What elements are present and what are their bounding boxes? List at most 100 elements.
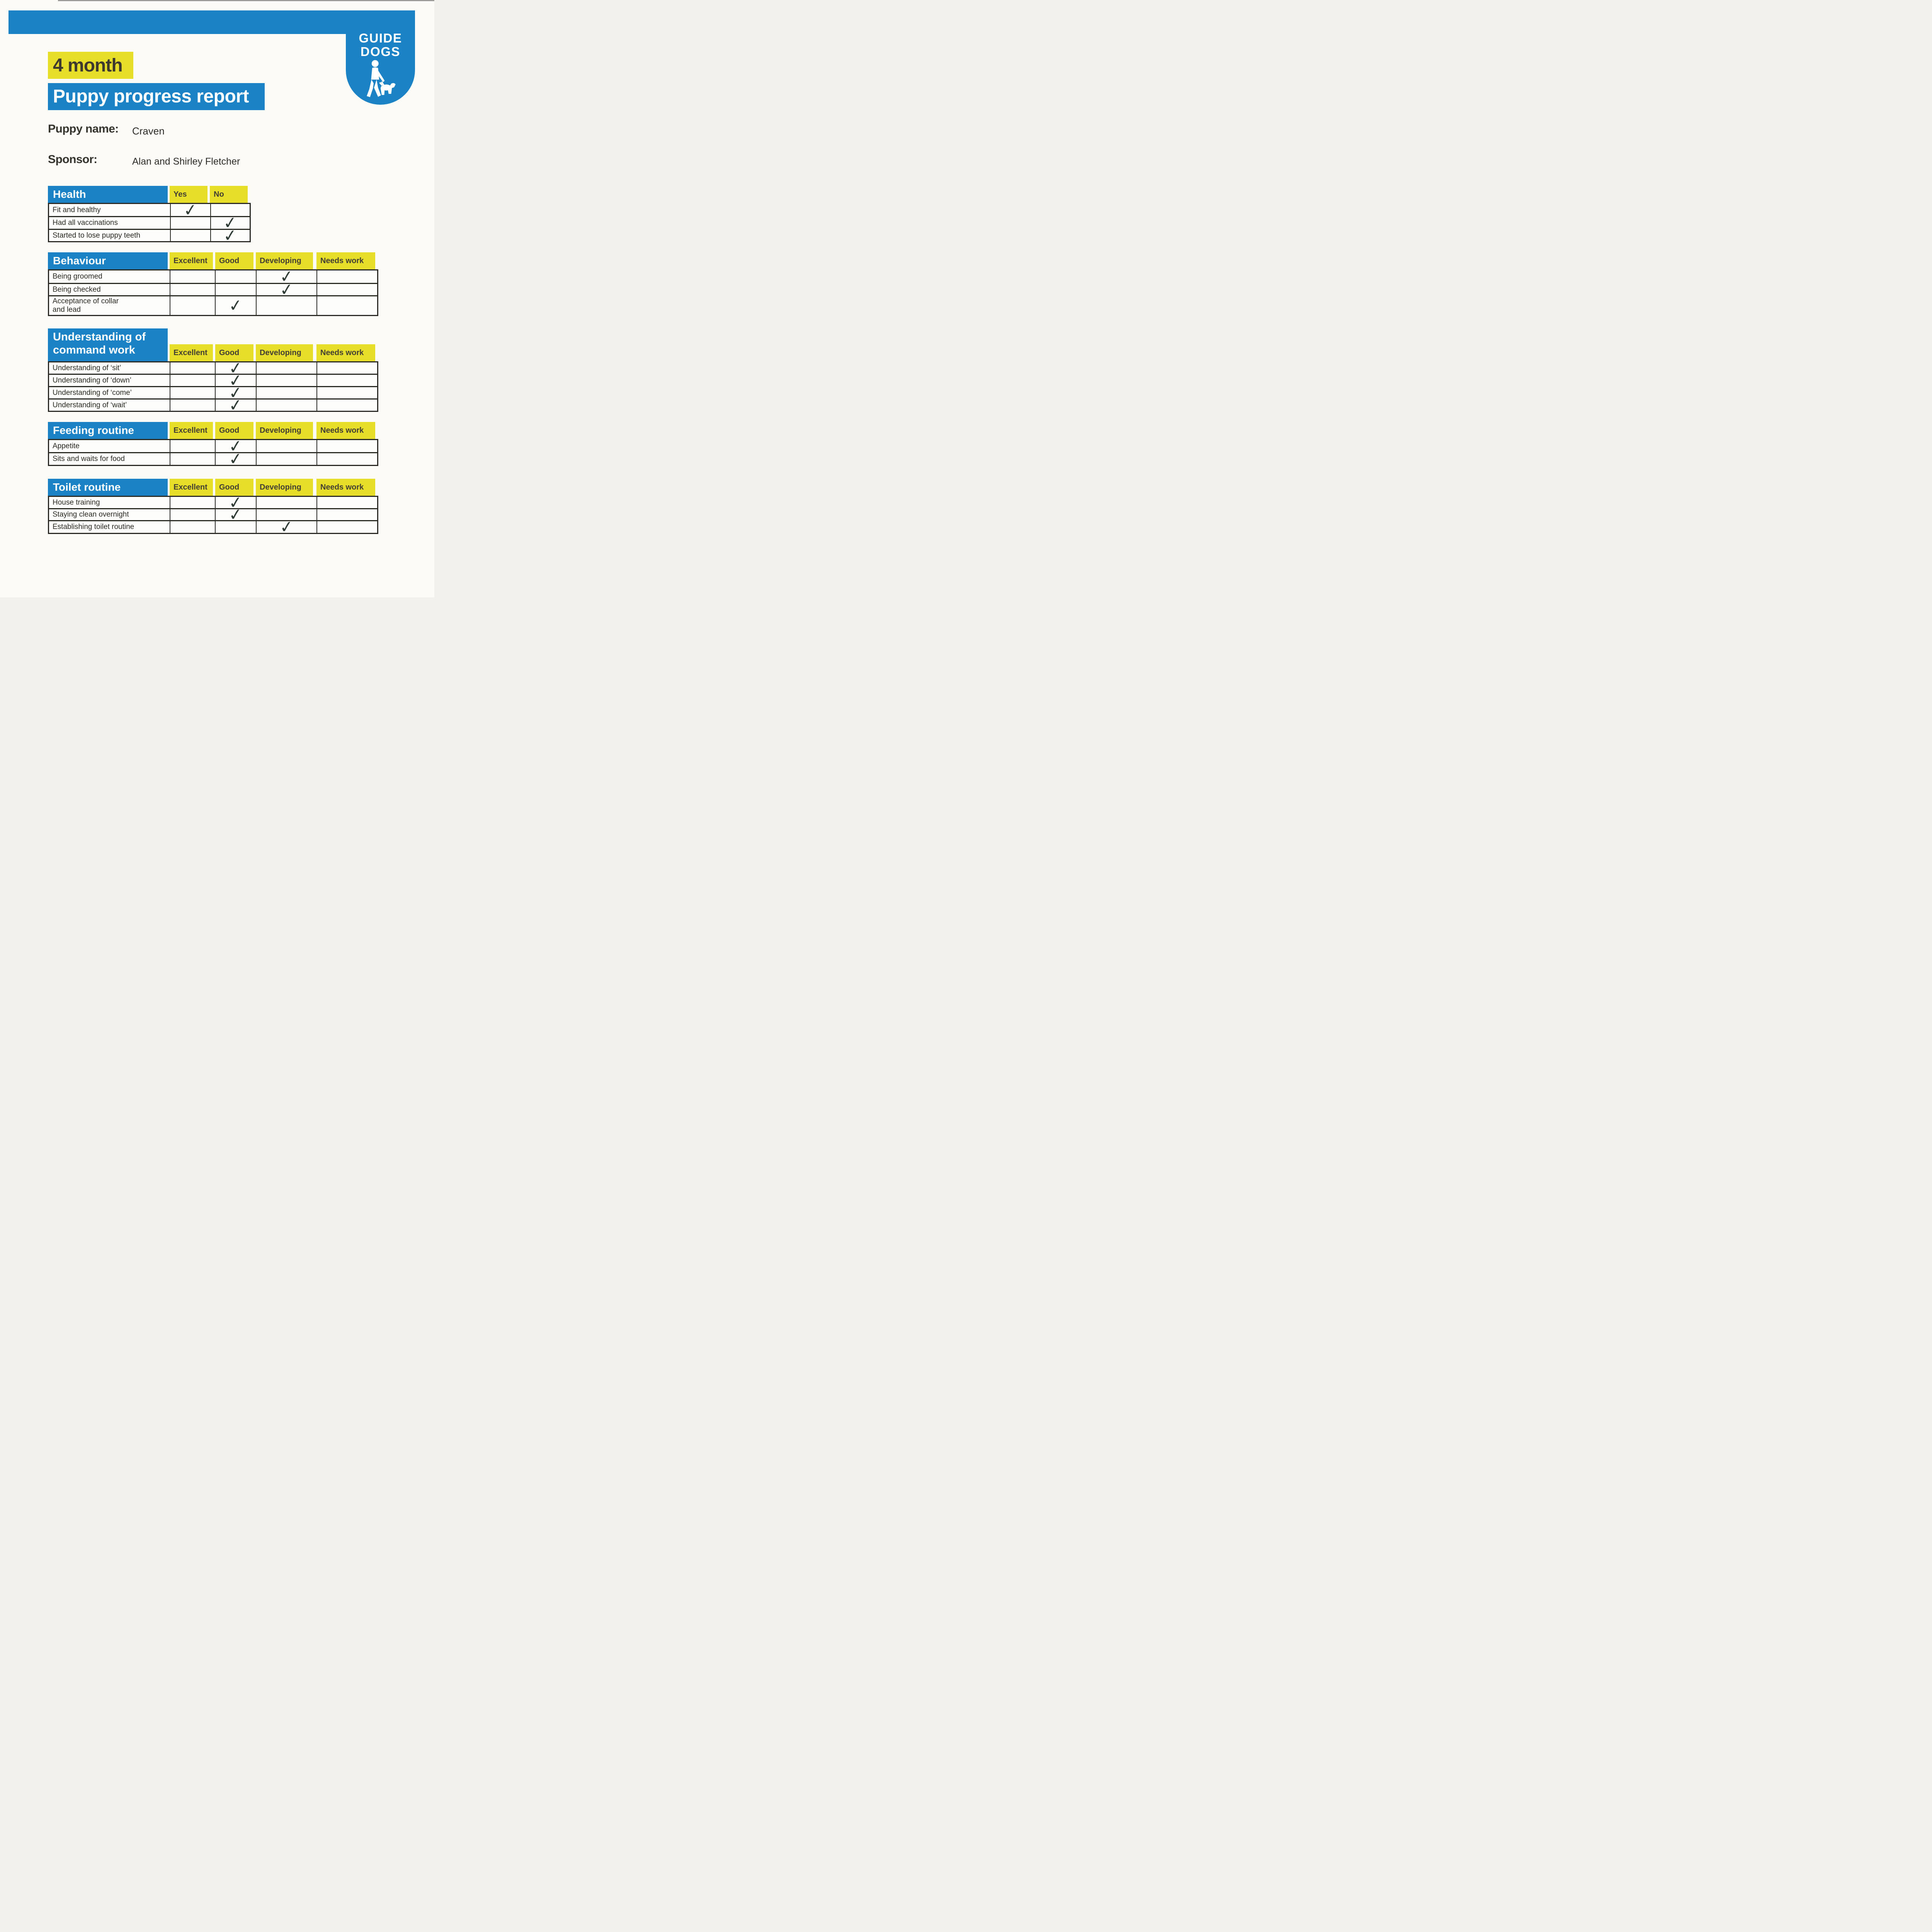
column-header-excellent: Excellent bbox=[170, 479, 213, 496]
cell-needs-work bbox=[316, 521, 377, 533]
table-row: Understanding of ‘come’ ✓ bbox=[49, 383, 377, 403]
table-row: Had all vaccinations ✓ bbox=[49, 213, 250, 233]
row-label: Understanding of ‘wait’ bbox=[53, 401, 127, 409]
guide-dogs-logo: GUIDE DOGS bbox=[346, 10, 415, 105]
table-row: Fit and healthy ✓ bbox=[49, 199, 250, 220]
column-header-no: No bbox=[210, 186, 248, 203]
cell-good: ✓ bbox=[215, 504, 256, 525]
cell-excellent bbox=[170, 400, 215, 411]
table-row: Started to lose puppy teeth ✓ bbox=[49, 225, 250, 246]
row-label: Fit and healthy bbox=[53, 206, 101, 214]
table-row: Being groomed ✓ bbox=[49, 266, 377, 287]
cell-excellent bbox=[170, 440, 215, 452]
logo-line-guide: GUIDE bbox=[359, 31, 402, 45]
cell-developing: ✓ bbox=[256, 266, 316, 287]
cell-good bbox=[215, 284, 256, 295]
table-title: Behaviour bbox=[48, 252, 168, 269]
cell-needs-work bbox=[316, 375, 377, 386]
cell-excellent bbox=[170, 270, 215, 283]
table-row: Understanding of ‘wait’ ✓ bbox=[49, 395, 377, 415]
cell-developing: ✓ bbox=[256, 517, 316, 537]
row-label: Acceptance of collar and lead bbox=[53, 297, 119, 314]
table-title: Understanding of command work bbox=[48, 328, 168, 361]
table-body: Understanding of ‘sit’ ✓ Understanding of … bbox=[48, 358, 378, 415]
row-label: Appetite bbox=[53, 442, 80, 450]
cell-excellent bbox=[170, 453, 215, 465]
row-label: Being checked bbox=[53, 285, 101, 294]
row-label: Sits and waits for food bbox=[53, 455, 125, 463]
table-row: Understanding of ‘sit’ ✓ bbox=[49, 358, 377, 378]
cell-needs-work bbox=[316, 296, 377, 315]
document-page: GUIDE DOGS 4 month Puppy progress report … bbox=[0, 0, 434, 597]
cell-developing bbox=[256, 453, 316, 465]
cell-good: ✓ bbox=[215, 435, 256, 456]
table-row: Establishing toilet routine ✓ bbox=[49, 517, 377, 537]
column-header-good: Good bbox=[215, 252, 253, 269]
cell-excellent bbox=[170, 387, 215, 398]
cell-developing bbox=[256, 400, 316, 411]
cell-needs-work bbox=[316, 387, 377, 398]
table-row: Sits and waits for food ✓ bbox=[49, 449, 377, 469]
column-header-good: Good bbox=[215, 422, 253, 439]
cell-excellent bbox=[170, 284, 215, 295]
checkmark: ✓ bbox=[222, 225, 238, 246]
checkmark: ✓ bbox=[228, 492, 244, 513]
cell-developing bbox=[256, 497, 316, 508]
cell-good bbox=[215, 270, 256, 283]
checkmark: ✓ bbox=[279, 279, 294, 300]
table-row: Being checked ✓ bbox=[49, 279, 377, 300]
cell-developing bbox=[256, 387, 316, 398]
cell-good bbox=[215, 521, 256, 533]
column-header-developing: Developing bbox=[256, 422, 313, 439]
row-label: Understanding of ‘sit’ bbox=[53, 364, 121, 372]
checkmark: ✓ bbox=[222, 213, 238, 233]
cell-developing bbox=[256, 440, 316, 452]
table-title: Health bbox=[48, 186, 168, 203]
cell-excellent bbox=[170, 521, 215, 533]
checkmark: ✓ bbox=[228, 435, 244, 456]
column-header-yes: Yes bbox=[170, 186, 207, 203]
report-period-label: 4 month bbox=[48, 52, 133, 79]
row-label: House training bbox=[53, 498, 100, 507]
checkmark: ✓ bbox=[228, 395, 244, 415]
cell-good: ✓ bbox=[215, 395, 256, 415]
cell-needs-work bbox=[316, 440, 377, 452]
cell-yes bbox=[170, 217, 210, 229]
column-header-needs-work: Needs work bbox=[316, 422, 375, 439]
cell-no: ✓ bbox=[210, 225, 250, 246]
guide-dogs-logo-text: GUIDE DOGS bbox=[359, 31, 402, 58]
cell-excellent bbox=[170, 375, 215, 386]
row-label: Started to lose puppy teeth bbox=[53, 231, 141, 240]
sponsor-label: Sponsor: bbox=[48, 153, 97, 166]
cell-needs-work bbox=[316, 453, 377, 465]
cell-developing: ✓ bbox=[256, 279, 316, 300]
table-row: Appetite ✓ bbox=[49, 435, 377, 456]
table-body: House training ✓ Staying clean overnight ✓ E… bbox=[48, 492, 378, 537]
cell-yes bbox=[170, 230, 210, 241]
cell-needs-work bbox=[316, 497, 377, 508]
row-label: Establishing toilet routine bbox=[53, 523, 134, 531]
row-label: Being groomed bbox=[53, 272, 102, 281]
cell-developing bbox=[256, 509, 316, 520]
cell-needs-work bbox=[316, 270, 377, 283]
cell-excellent bbox=[170, 497, 215, 508]
report-title: Puppy progress report bbox=[48, 83, 265, 110]
checkmark: ✓ bbox=[228, 370, 244, 391]
column-header-needs-work: Needs work bbox=[316, 344, 375, 361]
cell-good: ✓ bbox=[215, 358, 256, 378]
table-row: Staying clean overnight ✓ bbox=[49, 504, 377, 525]
cell-good: ✓ bbox=[215, 295, 256, 316]
cell-developing bbox=[256, 296, 316, 315]
puppy-name-label: Puppy name: bbox=[48, 122, 119, 135]
cell-good: ✓ bbox=[215, 370, 256, 391]
scan-artifact-line bbox=[58, 0, 434, 1]
column-header-good: Good bbox=[215, 479, 253, 496]
cell-no bbox=[210, 204, 250, 216]
checkmark: ✓ bbox=[182, 199, 199, 220]
column-header-excellent: Excellent bbox=[170, 422, 213, 439]
checkmark: ✓ bbox=[228, 504, 244, 525]
cell-developing bbox=[256, 362, 316, 374]
row-label: Understanding of ‘come’ bbox=[53, 388, 132, 397]
row-label: Staying clean overnight bbox=[53, 510, 129, 519]
cell-needs-work bbox=[316, 284, 377, 295]
